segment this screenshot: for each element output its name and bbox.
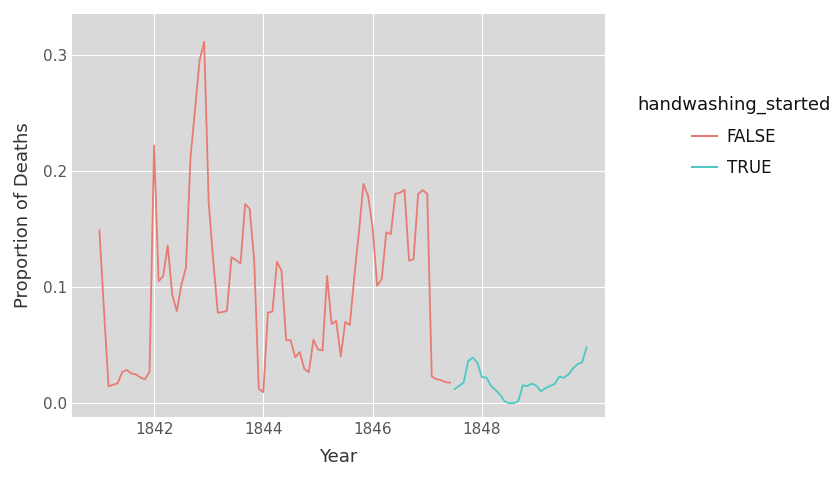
Legend: FALSE, TRUE: FALSE, TRUE xyxy=(624,83,840,190)
Y-axis label: Proportion of Deaths: Proportion of Deaths xyxy=(14,122,32,308)
X-axis label: Year: Year xyxy=(319,448,358,466)
